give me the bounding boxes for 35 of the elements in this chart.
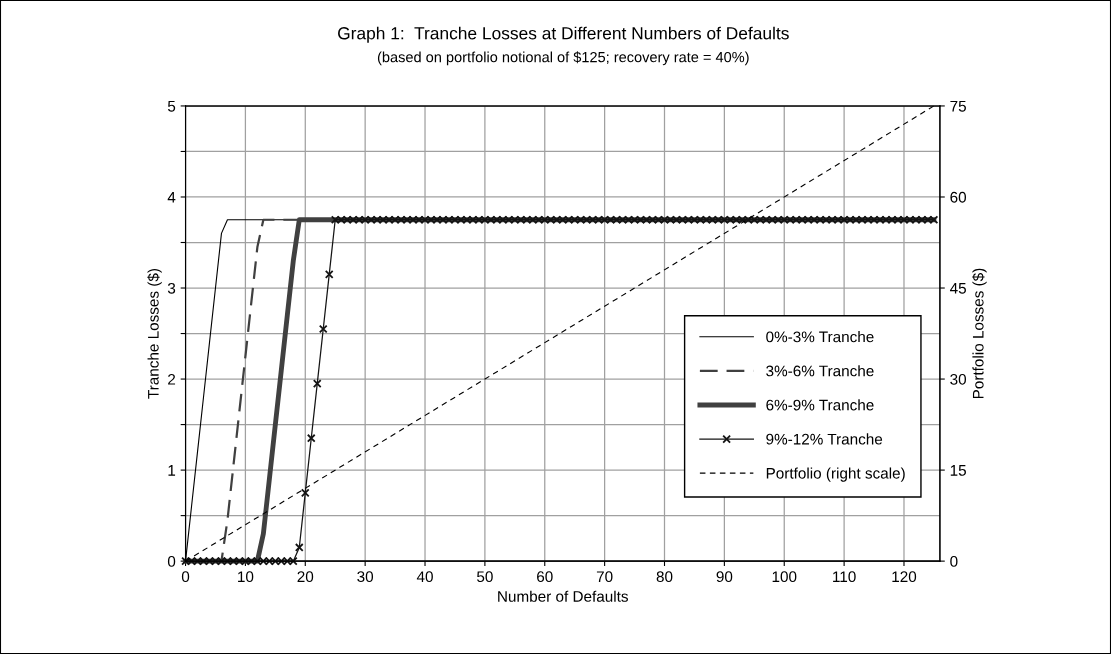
y2-axis-title: Portfolio Losses ($) <box>972 268 987 399</box>
legend-label: Portfolio (right scale) <box>766 467 905 482</box>
x-tick-label: 80 <box>656 571 673 583</box>
x-tick-label: 120 <box>892 571 917 583</box>
y-tick-label: 3 <box>167 282 176 294</box>
x-tick-label: 0 <box>181 571 190 583</box>
x-tick-label: 60 <box>537 571 553 583</box>
y-axis-title: Tranche Losses ($) <box>147 268 162 399</box>
x-tick-label: 10 <box>238 571 254 583</box>
y-tick-label: 5 <box>167 100 176 112</box>
legend-label: 6%-9% Tranche <box>766 399 874 411</box>
x-tick-label: 70 <box>596 571 613 583</box>
y-tick-label: 1 <box>168 465 176 476</box>
chart-subtitle: (based on portfolio notional of $125; recovery rate = 40%) <box>377 51 749 66</box>
y2-tick-label: 15 <box>950 465 966 476</box>
legend-label: 9%-12% Tranche <box>766 433 883 445</box>
x-tick-label: 20 <box>297 571 314 583</box>
y-tick-label: 2 <box>168 373 176 385</box>
y2-tick-label: 75 <box>950 100 966 112</box>
legend-label: 3%-6% Tranche <box>766 365 874 377</box>
x-tick-label: 40 <box>416 571 433 583</box>
x-tick-label: 50 <box>477 571 493 583</box>
y2-tick-label: 45 <box>949 283 966 294</box>
legend-label: 0%-3% Tranche <box>766 331 874 343</box>
x-tick-label: 100 <box>772 571 797 583</box>
x-tick-label: 110 <box>833 571 856 583</box>
y2-tick-label: 0 <box>950 556 958 567</box>
y-tick-label: 0 <box>167 556 176 567</box>
y-tick-label: 4 <box>167 192 176 203</box>
x-tick-label: 30 <box>357 571 374 583</box>
y2-tick-label: 30 <box>950 373 967 385</box>
chart-title: Graph 1: Tranche Losses at Different Numbers of Defaults <box>338 26 789 43</box>
y2-tick-label: 60 <box>950 191 967 203</box>
x-axis-title: Number of Defaults <box>498 590 628 602</box>
x-tick-label: 90 <box>716 571 733 583</box>
